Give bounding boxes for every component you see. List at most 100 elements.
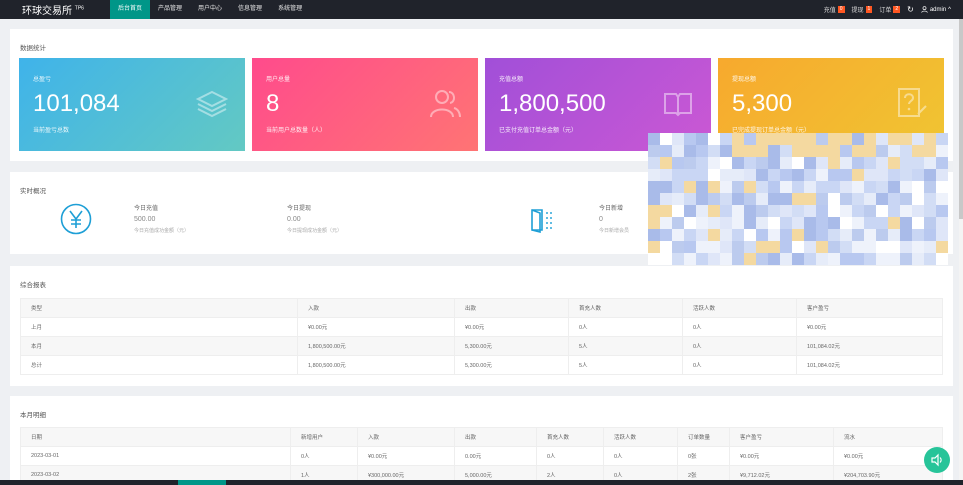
mosaic-tile bbox=[852, 253, 864, 265]
mosaic-tile bbox=[648, 229, 660, 241]
rt-label: 今日提现 bbox=[287, 206, 312, 212]
mosaic-tile bbox=[828, 145, 840, 157]
mosaic-tile bbox=[864, 145, 876, 157]
mosaic-tile bbox=[660, 229, 672, 241]
mosaic-tile bbox=[888, 229, 900, 241]
card-total-profit[interactable]: 总盈亏 101,084 当前盈亏总数 bbox=[19, 58, 245, 151]
table-header: 入款 bbox=[357, 427, 455, 447]
mosaic-tile bbox=[852, 205, 864, 217]
bottom-bar bbox=[0, 480, 963, 485]
withdraw-notice[interactable]: 提现 1 bbox=[852, 5, 873, 14]
mosaic-tile bbox=[708, 145, 720, 157]
mosaic-tile bbox=[804, 181, 816, 193]
mosaic-tile bbox=[684, 229, 696, 241]
recharge-notice[interactable]: 充值 0 bbox=[824, 5, 845, 14]
mosaic-tile bbox=[888, 169, 900, 181]
mosaic-tile bbox=[672, 169, 684, 181]
nav-dashboard[interactable]: 后台首页 bbox=[110, 0, 151, 19]
mosaic-tile bbox=[732, 205, 744, 217]
card-user-total[interactable]: 用户总量 8 当前用户总数量（人） bbox=[252, 58, 478, 151]
nav-system[interactable]: 系统管理 bbox=[278, 6, 303, 12]
mosaic-tile bbox=[648, 241, 660, 253]
mosaic-tile bbox=[756, 157, 768, 169]
table-cell: 5,300.00元 bbox=[454, 355, 569, 375]
table-cell: 1,800,500.00元 bbox=[297, 336, 455, 356]
mosaic-tile bbox=[792, 253, 804, 265]
mosaic-tile bbox=[696, 145, 708, 157]
mosaic-tile bbox=[876, 169, 888, 181]
mosaic-tile bbox=[924, 169, 936, 181]
card-recharge-total[interactable]: 充值总额 1,800,500 已支付充值订单总金额（元） bbox=[485, 58, 711, 151]
mosaic-tile bbox=[816, 169, 828, 181]
vertical-scrollbar[interactable] bbox=[959, 19, 963, 480]
mosaic-tile bbox=[648, 205, 660, 217]
mosaic-tile bbox=[840, 217, 852, 229]
table-cell: 0人 bbox=[536, 446, 604, 466]
table-header: 客户盈亏 bbox=[729, 427, 834, 447]
user-icon bbox=[921, 6, 928, 13]
table-cell: 0人 bbox=[682, 355, 797, 375]
mosaic-tile bbox=[864, 193, 876, 205]
mosaic-tile bbox=[720, 205, 732, 217]
card-value: 101,084 bbox=[33, 90, 120, 117]
mosaic-tile bbox=[864, 169, 876, 181]
mosaic-tile bbox=[684, 133, 696, 145]
mosaic-tile bbox=[780, 217, 792, 229]
mosaic-tile bbox=[828, 169, 840, 181]
nav-info[interactable]: 信息管理 bbox=[238, 6, 263, 12]
mosaic-tile bbox=[756, 181, 768, 193]
mosaic-tile bbox=[816, 205, 828, 217]
mosaic-tile bbox=[672, 205, 684, 217]
mosaic-tile bbox=[900, 145, 912, 157]
table-cell: 0人 bbox=[290, 446, 358, 466]
mosaic-tile bbox=[888, 205, 900, 217]
mosaic-tile bbox=[672, 241, 684, 253]
mosaic-tile bbox=[816, 133, 828, 145]
mosaic-tile bbox=[804, 229, 816, 241]
mosaic-tile bbox=[924, 217, 936, 229]
table-header: 出款 bbox=[454, 427, 537, 447]
mosaic-tile bbox=[876, 157, 888, 169]
table-row: 上月 ¥0.00元 ¥0.00元 0人 0人 ¥0.00元 bbox=[20, 317, 943, 337]
nav-users[interactable]: 用户中心 bbox=[198, 6, 223, 12]
mosaic-tile bbox=[924, 253, 936, 265]
mosaic-tile bbox=[684, 181, 696, 193]
admin-menu[interactable]: admin ^ bbox=[921, 6, 951, 13]
mosaic-tile bbox=[912, 253, 924, 265]
mosaic-tile bbox=[912, 133, 924, 145]
mosaic-tile bbox=[912, 181, 924, 193]
mosaic-tile bbox=[780, 157, 792, 169]
table-row: 2023-03-01 0人 ¥0.00元 0.00元 0人 0人 0张 ¥0.0… bbox=[20, 446, 943, 466]
mosaic-tile bbox=[876, 205, 888, 217]
mosaic-tile bbox=[768, 133, 780, 145]
mosaic-tile bbox=[840, 193, 852, 205]
mosaic-tile bbox=[660, 181, 672, 193]
mosaic-tile bbox=[876, 181, 888, 193]
mosaic-tile bbox=[732, 157, 744, 169]
brand-logo[interactable]: 环球交易所 TP6 bbox=[22, 5, 84, 17]
mosaic-tile bbox=[912, 217, 924, 229]
order-notice[interactable]: 订单 2 bbox=[879, 5, 901, 14]
sound-button[interactable] bbox=[924, 447, 950, 473]
nav-products[interactable]: 产品管理 bbox=[158, 6, 183, 12]
mosaic-tile bbox=[684, 169, 696, 181]
mosaic-tile bbox=[936, 217, 948, 229]
rt-label: 今日充值 bbox=[134, 206, 159, 212]
scrollbar-thumb[interactable] bbox=[959, 19, 963, 219]
mosaic-tile bbox=[852, 229, 864, 241]
table-cell: 总计 bbox=[20, 355, 298, 375]
mosaic-tile bbox=[720, 193, 732, 205]
mosaic-tile bbox=[696, 157, 708, 169]
mosaic-tile bbox=[936, 145, 948, 157]
table-cell: ¥0.00元 bbox=[729, 446, 834, 466]
mosaic-tile bbox=[780, 205, 792, 217]
mosaic-tile bbox=[780, 241, 792, 253]
mosaic-tile bbox=[756, 253, 768, 265]
mosaic-tile bbox=[780, 133, 792, 145]
mosaic-tile bbox=[756, 241, 768, 253]
mosaic-tile bbox=[756, 193, 768, 205]
mosaic-tile bbox=[768, 169, 780, 181]
mosaic-tile bbox=[672, 181, 684, 193]
card-sub: 已完成提现订单总金额（元） bbox=[732, 128, 811, 134]
refresh-icon[interactable]: ↻ bbox=[907, 5, 914, 14]
